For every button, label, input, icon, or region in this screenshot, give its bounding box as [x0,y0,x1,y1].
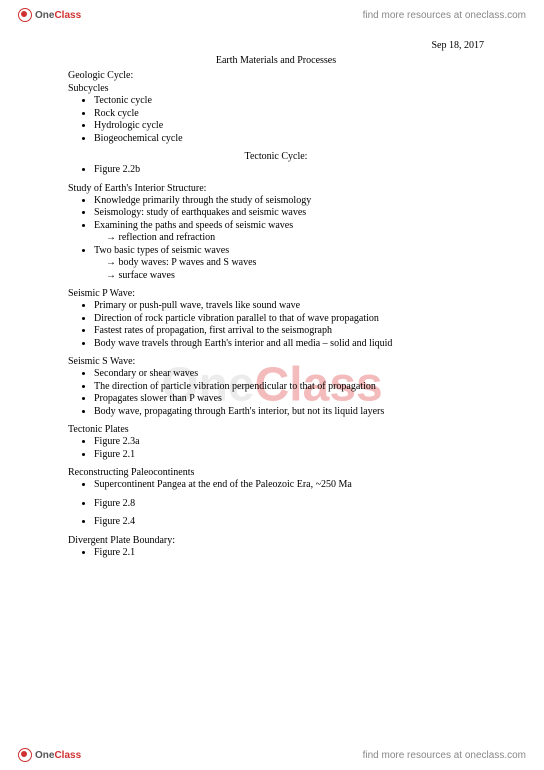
section-s-wave: Seismic S Wave: [68,356,484,367]
page-footer: OneClass find more resources at oneclass… [0,740,544,770]
logo-icon [18,8,32,22]
list-item: Propagates slower than P waves [94,393,484,406]
logo: OneClass [18,8,81,22]
list-item: Secondary or shear waves [94,368,484,381]
list-item: Tectonic cycle [94,95,484,108]
section-divergent-boundary: Divergent Plate Boundary: [68,535,484,546]
list-item: Supercontinent Pangea at the end of the … [94,479,484,492]
section-geologic-cycle: Geologic Cycle: [68,70,484,81]
list-item: Body wave, propagating through Earth's i… [94,406,484,419]
section-p-wave: Seismic P Wave: [68,288,484,299]
list-item: Figure 2.1 [94,547,484,560]
list-interior-structure: Knowledge primarily through the study of… [68,195,484,283]
list-item: Hydrologic cycle [94,120,484,133]
sub-item: reflection and refraction [94,232,484,245]
list-item: Body wave travels through Earth's interi… [94,338,484,351]
list-subcycles: Tectonic cycle Rock cycle Hydrologic cyc… [68,95,484,145]
logo-text-class: Class [54,750,81,761]
logo-text-one: One [35,10,54,21]
list-item: Seismology: study of earthquakes and sei… [94,207,484,220]
list-paleocontinents-fig1: Figure 2.8 [68,498,484,511]
document-body: Sep 18, 2017 Earth Materials and Process… [0,0,544,605]
footer-tagline: find more resources at oneclass.com [363,750,526,761]
list-item: Figure 2.3a [94,436,484,449]
list-item: Primary or push-pull wave, travels like … [94,300,484,313]
section-subcycles: Subcycles [68,83,484,94]
logo-text: OneClass [35,10,81,21]
list-tectonic-cycle: Figure 2.2b [68,164,484,177]
list-item: Examining the paths and speeds of seismi… [94,220,484,245]
list-item: Rock cycle [94,108,484,121]
list-item: Fastest rates of propagation, first arri… [94,325,484,338]
logo-icon [18,748,32,762]
list-item: The direction of particle vibration perp… [94,381,484,394]
list-tectonic-plates: Figure 2.3a Figure 2.1 [68,436,484,461]
list-s-wave: Secondary or shear waves The direction o… [68,368,484,418]
list-p-wave: Primary or push-pull wave, travels like … [68,300,484,350]
header-tagline: find more resources at oneclass.com [363,10,526,21]
logo: OneClass [18,748,81,762]
list-item-text: Two basic types of seismic waves [94,245,229,256]
logo-text-class: Class [54,10,81,21]
sub-item: surface waves [94,270,484,283]
date: Sep 18, 2017 [68,40,484,51]
sub-item: body waves: P waves and S waves [94,257,484,270]
list-item: Direction of rock particle vibration par… [94,313,484,326]
logo-text: OneClass [35,750,81,761]
list-item: Figure 2.1 [94,449,484,462]
list-item: Knowledge primarily through the study of… [94,195,484,208]
list-paleocontinents: Supercontinent Pangea at the end of the … [68,479,484,492]
list-item: Biogeochemical cycle [94,133,484,146]
logo-text-one: One [35,750,54,761]
list-divergent-boundary: Figure 2.1 [68,547,484,560]
list-paleocontinents-fig2: Figure 2.4 [68,516,484,529]
section-tectonic-cycle: Tectonic Cycle: [68,151,484,162]
page-title: Earth Materials and Processes [68,55,484,66]
list-item: Figure 2.8 [94,498,484,511]
page-header: OneClass find more resources at oneclass… [0,0,544,30]
list-item-text: Examining the paths and speeds of seismi… [94,220,293,231]
list-item: Figure 2.4 [94,516,484,529]
section-tectonic-plates: Tectonic Plates [68,424,484,435]
section-interior-structure: Study of Earth's Interior Structure: [68,183,484,194]
list-item: Two basic types of seismic waves body wa… [94,245,484,283]
list-item: Figure 2.2b [94,164,484,177]
section-paleocontinents: Reconstructing Paleocontinents [68,467,484,478]
